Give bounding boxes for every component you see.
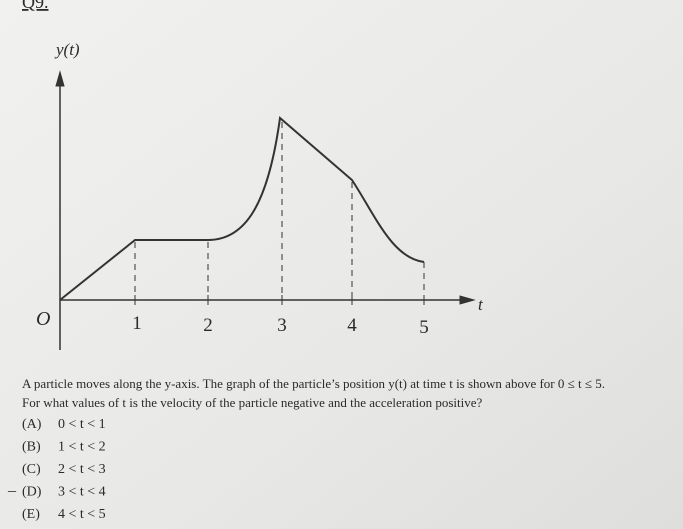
choice-text: 3 < t < 4 xyxy=(58,485,106,500)
question-number: Q9. xyxy=(22,0,49,12)
choice-text: 4 < t < 5 xyxy=(58,507,106,522)
x-tick-label: 1 xyxy=(132,313,142,334)
x-tick-label: 4 xyxy=(347,315,357,336)
x-tick-label: 2 xyxy=(203,315,213,336)
position-curve xyxy=(59,116,425,301)
question-text: For what values of t is the velocity of … xyxy=(22,395,482,410)
x-tick-labels: 1 2 3 4 5 xyxy=(132,313,429,338)
choice-letter: (A) xyxy=(22,417,42,432)
handwritten-mark: – xyxy=(7,483,17,500)
x-arrow xyxy=(459,295,476,305)
choices: (A) 0 < t < 1 (B) 1 < t < 2 (C) 2 < t < 3 (D) 3… xyxy=(7,417,106,522)
y-arrow xyxy=(55,70,65,87)
y-axis-label: y(t) xyxy=(54,40,80,59)
choice-text: 0 < t < 1 xyxy=(58,417,106,432)
choice-letter: (C) xyxy=(22,462,41,477)
x-tick-label: 5 xyxy=(419,317,429,338)
graph xyxy=(55,70,476,350)
choice-letter: (E) xyxy=(22,507,40,522)
choice-text: 2 < t < 3 xyxy=(58,462,106,477)
choice-letter: (D) xyxy=(22,485,42,500)
x-tick-label: 3 xyxy=(277,315,287,336)
choice-text: 1 < t < 2 xyxy=(58,440,106,455)
choice-letter: (B) xyxy=(22,440,41,455)
question-text: A particle moves along the y-axis. The g… xyxy=(22,376,605,391)
guide-lines xyxy=(134,122,425,300)
x-axis-label: t xyxy=(478,295,484,314)
origin-label: O xyxy=(36,308,50,330)
